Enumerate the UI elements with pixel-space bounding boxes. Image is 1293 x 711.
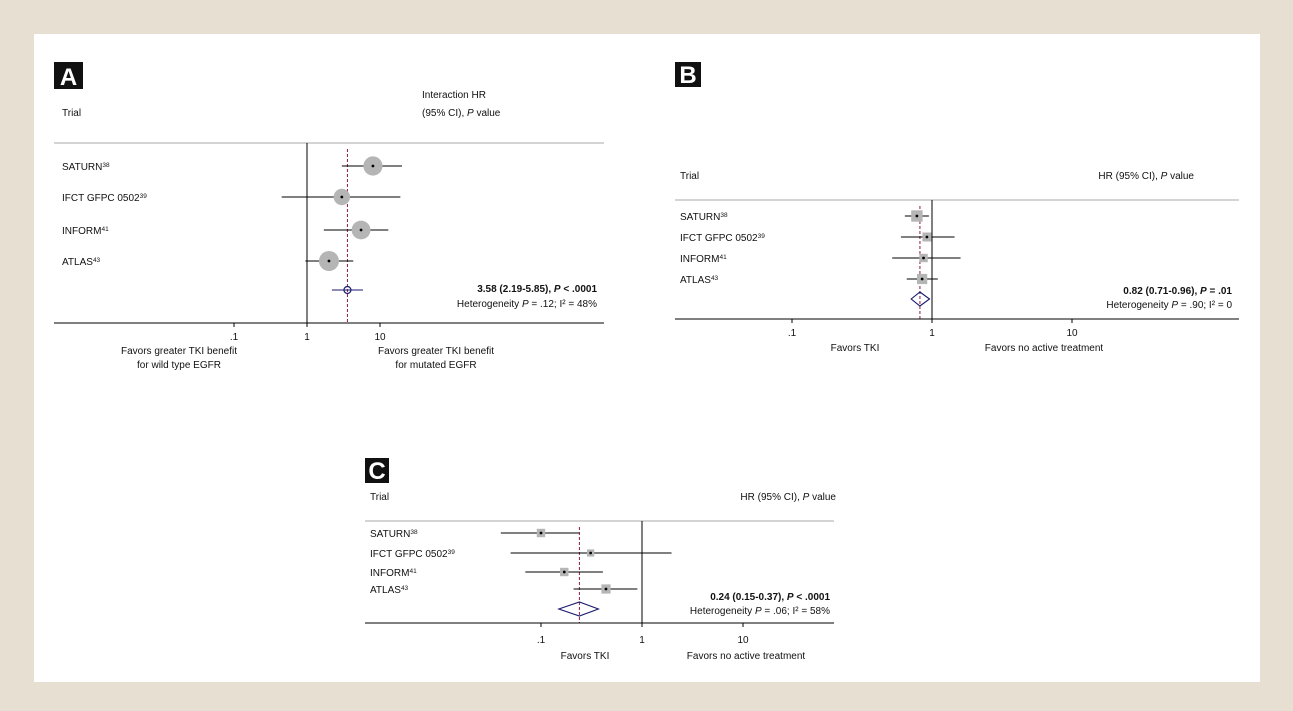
- panel-c-pooled-estimate-text: 0.24 (0.15-0.37), P < .0001: [710, 592, 830, 603]
- panel-b-pooled-diamond: [910, 291, 931, 307]
- panel-b-study-point: [915, 214, 919, 218]
- panel-b-x-tick-label: 10: [1066, 328, 1078, 339]
- panel-c-study-point: [604, 587, 608, 591]
- panel-a-x-tick-label: .1: [230, 332, 239, 343]
- forest-plot-panel-a: A Trial Interaction HR (95% CI), P value SAT…: [54, 62, 604, 371]
- panel-b-study-label: IFCT GFPC 050239: [680, 233, 765, 245]
- panel-a-favors-left: Favors greater TKI benefit: [121, 346, 237, 357]
- panel-a-heterogeneity-text: Heterogeneity P = .12; I² = 48%: [457, 299, 597, 310]
- panel-a-study-point: [359, 228, 363, 232]
- panel-c-study-label: ATLAS43: [370, 585, 409, 597]
- panel-b-x-tick-label: 1: [929, 328, 935, 339]
- panel-b-pooled-estimate-text: 0.82 (0.71-0.96), P = .01: [1123, 286, 1232, 297]
- panel-b-heterogeneity-text: Heterogeneity P = .90; I² = 0: [1106, 300, 1232, 311]
- panel-a-label-badge: [54, 62, 83, 89]
- panel-c-favors-left: Favors TKI: [561, 651, 610, 662]
- panel-b-study-point: [920, 277, 924, 281]
- panel-c-estimate-header: HR (95% CI), P value: [740, 492, 836, 503]
- panel-a-pooled-marker: [343, 285, 352, 295]
- panel-a-pooled-estimate-text: 3.58 (2.19-5.85), P < .0001: [477, 284, 597, 295]
- panel-a-trial-header: Trial: [62, 108, 81, 119]
- panel-a-label: A: [60, 64, 77, 91]
- panel-b-favors-right: Favors no active treatment: [985, 343, 1104, 354]
- panel-c-heterogeneity-text: Heterogeneity P = .06; I² = 58%: [690, 606, 830, 617]
- panel-a-study-point: [340, 195, 344, 199]
- panel-c-study-label: IFCT GFPC 050239: [370, 549, 455, 561]
- panel-b-study-label: INFORM41: [680, 254, 727, 266]
- panel-a-favors-right: Favors greater TKI benefit: [378, 346, 494, 357]
- panel-b-trial-header: Trial: [680, 171, 699, 182]
- panel-c-study-point: [589, 551, 593, 555]
- panel-a-favors-right-line2: for mutated EGFR: [395, 360, 476, 371]
- panel-a-estimate-header-line2: (95% CI), P value: [422, 108, 501, 119]
- panel-c-trial-header: Trial: [370, 492, 389, 503]
- panel-b-favors-left: Favors TKI: [831, 343, 880, 354]
- panel-a-study-label: ATLAS43: [62, 257, 101, 269]
- panel-a-study-label: INFORM41: [62, 226, 109, 238]
- panel-b-label: B: [679, 62, 696, 89]
- panel-b-study-point: [925, 235, 929, 239]
- panel-a-study-label: IFCT GFPC 050239: [62, 193, 147, 205]
- panel-c-study-label: SATURN38: [370, 529, 418, 541]
- panel-c-study-point: [539, 531, 543, 535]
- forest-plot-panel-b: B Trial HR (95% CI), P value SATURN38 IFCT G…: [675, 62, 1239, 354]
- panel-c-x-tick-label: 1: [639, 635, 645, 646]
- panel-a-study-point: [327, 259, 331, 263]
- panel-a-favors-left-line2: for wild type EGFR: [137, 360, 221, 371]
- panel-c-pooled-diamond: [557, 601, 600, 617]
- forest-plot-figure: A Trial Interaction HR (95% CI), P value SAT…: [54, 62, 1239, 662]
- panel-c-x-tick-label: 10: [737, 635, 749, 646]
- panel-b-study-label: ATLAS43: [680, 275, 719, 287]
- panel-b-study-point: [922, 256, 925, 260]
- panel-b-label-badge: [675, 62, 701, 87]
- panel-c-x-tick-label: .1: [537, 635, 546, 646]
- panel-a-x-tick-label: 1: [304, 332, 310, 343]
- panel-c-study-point: [562, 570, 566, 574]
- panel-b-estimate-header: HR (95% CI), P value: [1098, 171, 1194, 182]
- panel-c-study-label: INFORM41: [370, 568, 417, 580]
- panel-b-x-tick-label: .1: [788, 328, 797, 339]
- panel-a-study-label: SATURN38: [62, 162, 110, 174]
- panel-b-study-label: SATURN38: [680, 212, 728, 224]
- figure-panel: A Trial Interaction HR (95% CI), P value SAT…: [34, 34, 1260, 682]
- panel-c-label: C: [368, 458, 385, 485]
- panel-a-x-tick-label: 10: [374, 332, 386, 343]
- forest-plot-panel-c: C Trial HR (95% CI), P value SATURN38 IFCT G…: [365, 458, 836, 662]
- panel-a-study-point: [371, 164, 375, 168]
- panel-c-label-badge: [365, 458, 389, 483]
- panel-c-favors-right: Favors no active treatment: [687, 651, 806, 662]
- panel-a-estimate-header-line1: Interaction HR: [422, 90, 486, 101]
